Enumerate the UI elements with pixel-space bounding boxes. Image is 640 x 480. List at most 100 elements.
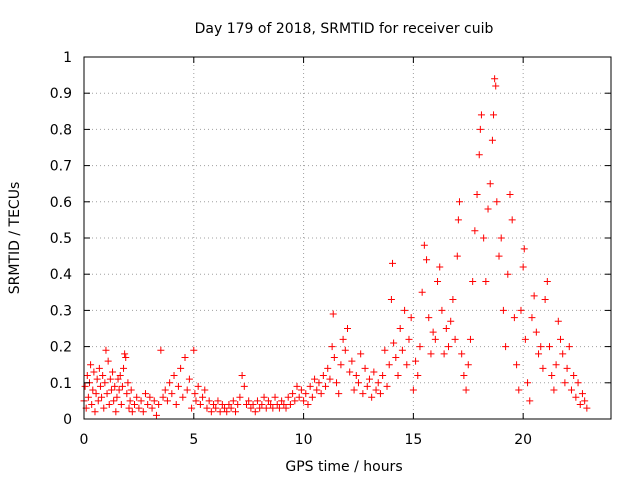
data-point bbox=[106, 375, 114, 383]
data-point bbox=[225, 401, 233, 409]
y-tick-label: 0.3 bbox=[50, 303, 72, 319]
data-point bbox=[282, 404, 290, 412]
data-point bbox=[196, 401, 204, 409]
data-point bbox=[363, 382, 371, 390]
x-tick-label: 10 bbox=[295, 432, 313, 448]
data-point bbox=[121, 350, 129, 358]
data-point bbox=[207, 408, 215, 416]
data-point bbox=[350, 386, 358, 394]
data-point bbox=[341, 346, 349, 354]
data-point bbox=[172, 401, 180, 409]
data-point bbox=[313, 386, 321, 394]
data-point bbox=[84, 393, 92, 401]
data-point bbox=[115, 386, 123, 394]
plot-frame bbox=[83, 56, 612, 420]
data-point bbox=[188, 404, 196, 412]
data-point bbox=[552, 361, 560, 369]
data-point bbox=[572, 393, 580, 401]
data-point bbox=[436, 263, 444, 271]
data-point bbox=[563, 364, 571, 372]
data-point bbox=[227, 404, 235, 412]
data-point bbox=[480, 234, 488, 242]
data-point bbox=[251, 408, 259, 416]
data-point bbox=[454, 216, 462, 224]
data-point bbox=[242, 401, 250, 409]
data-point bbox=[475, 151, 483, 159]
data-point bbox=[218, 401, 226, 409]
data-point bbox=[101, 379, 109, 387]
data-point bbox=[513, 361, 521, 369]
x-tick-label: 20 bbox=[514, 432, 532, 448]
data-point bbox=[379, 372, 387, 380]
y-tick-label: 0.5 bbox=[50, 231, 72, 247]
data-point bbox=[462, 386, 470, 394]
data-point bbox=[114, 375, 122, 383]
data-point bbox=[482, 277, 490, 285]
data-point bbox=[117, 401, 125, 409]
data-point bbox=[374, 379, 382, 387]
data-point bbox=[269, 404, 277, 412]
data-point bbox=[112, 408, 120, 416]
data-point bbox=[550, 386, 558, 394]
data-point bbox=[118, 382, 126, 390]
data-point bbox=[148, 404, 156, 412]
data-point bbox=[289, 390, 297, 398]
data-point bbox=[390, 339, 398, 347]
data-point bbox=[434, 277, 442, 285]
data-point bbox=[102, 346, 110, 354]
data-point bbox=[214, 397, 222, 405]
data-point bbox=[546, 343, 554, 351]
data-point bbox=[427, 350, 435, 358]
data-point bbox=[223, 408, 231, 416]
y-tick-label: 0 bbox=[63, 412, 72, 428]
data-point bbox=[492, 82, 500, 90]
data-point bbox=[510, 314, 518, 322]
data-point bbox=[137, 397, 145, 405]
data-point bbox=[460, 372, 468, 380]
data-point bbox=[508, 216, 516, 224]
y-tick-label: 0.9 bbox=[50, 86, 72, 102]
data-point bbox=[81, 382, 89, 390]
data-point bbox=[203, 404, 211, 412]
data-point bbox=[561, 379, 569, 387]
data-point bbox=[429, 328, 437, 336]
data-point bbox=[455, 198, 463, 206]
data-point bbox=[471, 227, 479, 235]
y-tick-label: 0.7 bbox=[50, 159, 72, 175]
data-point bbox=[357, 350, 365, 358]
data-point bbox=[177, 364, 185, 372]
data-point bbox=[122, 353, 130, 361]
data-point bbox=[126, 397, 134, 405]
data-point bbox=[135, 404, 143, 412]
data-point bbox=[205, 397, 213, 405]
y-axis-label: SRMTID / TECUs bbox=[7, 182, 23, 295]
data-point bbox=[161, 386, 169, 394]
data-point bbox=[333, 379, 341, 387]
data-point bbox=[247, 404, 255, 412]
data-point bbox=[322, 382, 330, 390]
data-point bbox=[438, 306, 446, 314]
data-point bbox=[499, 306, 507, 314]
data-point bbox=[532, 328, 540, 336]
data-point bbox=[565, 343, 573, 351]
data-point bbox=[295, 393, 303, 401]
data-point bbox=[111, 382, 119, 390]
data-point bbox=[317, 390, 325, 398]
data-point bbox=[291, 397, 299, 405]
data-point bbox=[535, 350, 543, 358]
data-point bbox=[473, 191, 481, 199]
data-point bbox=[451, 335, 459, 343]
data-point bbox=[567, 386, 575, 394]
axes bbox=[83, 56, 612, 420]
data-point bbox=[581, 397, 589, 405]
data-point bbox=[113, 393, 121, 401]
data-point bbox=[90, 368, 98, 376]
data-point bbox=[519, 263, 527, 271]
data-point bbox=[190, 346, 198, 354]
y-tick-label: 0.4 bbox=[50, 267, 72, 283]
data-point bbox=[98, 393, 106, 401]
data-point bbox=[157, 346, 165, 354]
data-point bbox=[370, 368, 378, 376]
data-point bbox=[174, 382, 182, 390]
data-point bbox=[335, 390, 343, 398]
